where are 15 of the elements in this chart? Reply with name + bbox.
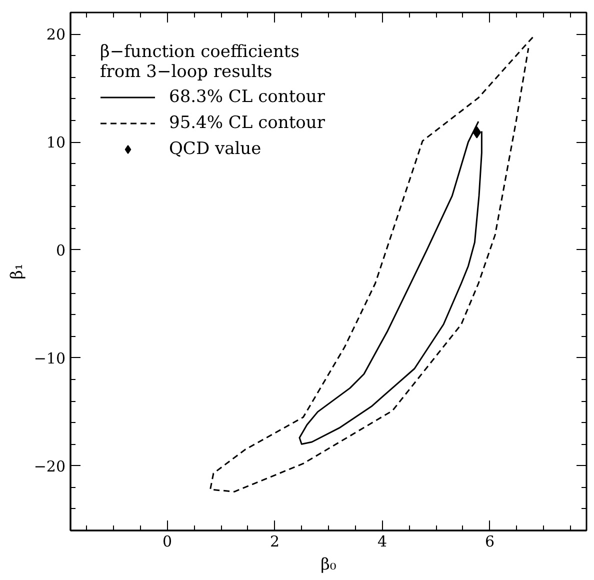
y-tick-label: 0 [56, 241, 66, 260]
y-tick-label: 20 [46, 26, 66, 44]
y-axis-title: β₁ [6, 264, 26, 280]
x-tick-label: 4 [377, 532, 388, 550]
legend-label: 68.3% CL contour [169, 87, 325, 107]
y-tick-label: 10 [46, 134, 66, 152]
legend-label: 95.4% CL contour [169, 113, 325, 133]
x-tick-label: 6 [484, 532, 495, 550]
legend-title: β−function coefficients from 3−loop results [100, 42, 300, 82]
x-tick-label: 2 [270, 532, 280, 550]
x-tick-label: 0 [162, 532, 172, 550]
y-tick-label: −10 [34, 349, 66, 368]
y-tick-label: −20 [34, 457, 66, 476]
x-axis-title: β₀ [320, 554, 336, 574]
legend-label: QCD value [169, 139, 262, 159]
